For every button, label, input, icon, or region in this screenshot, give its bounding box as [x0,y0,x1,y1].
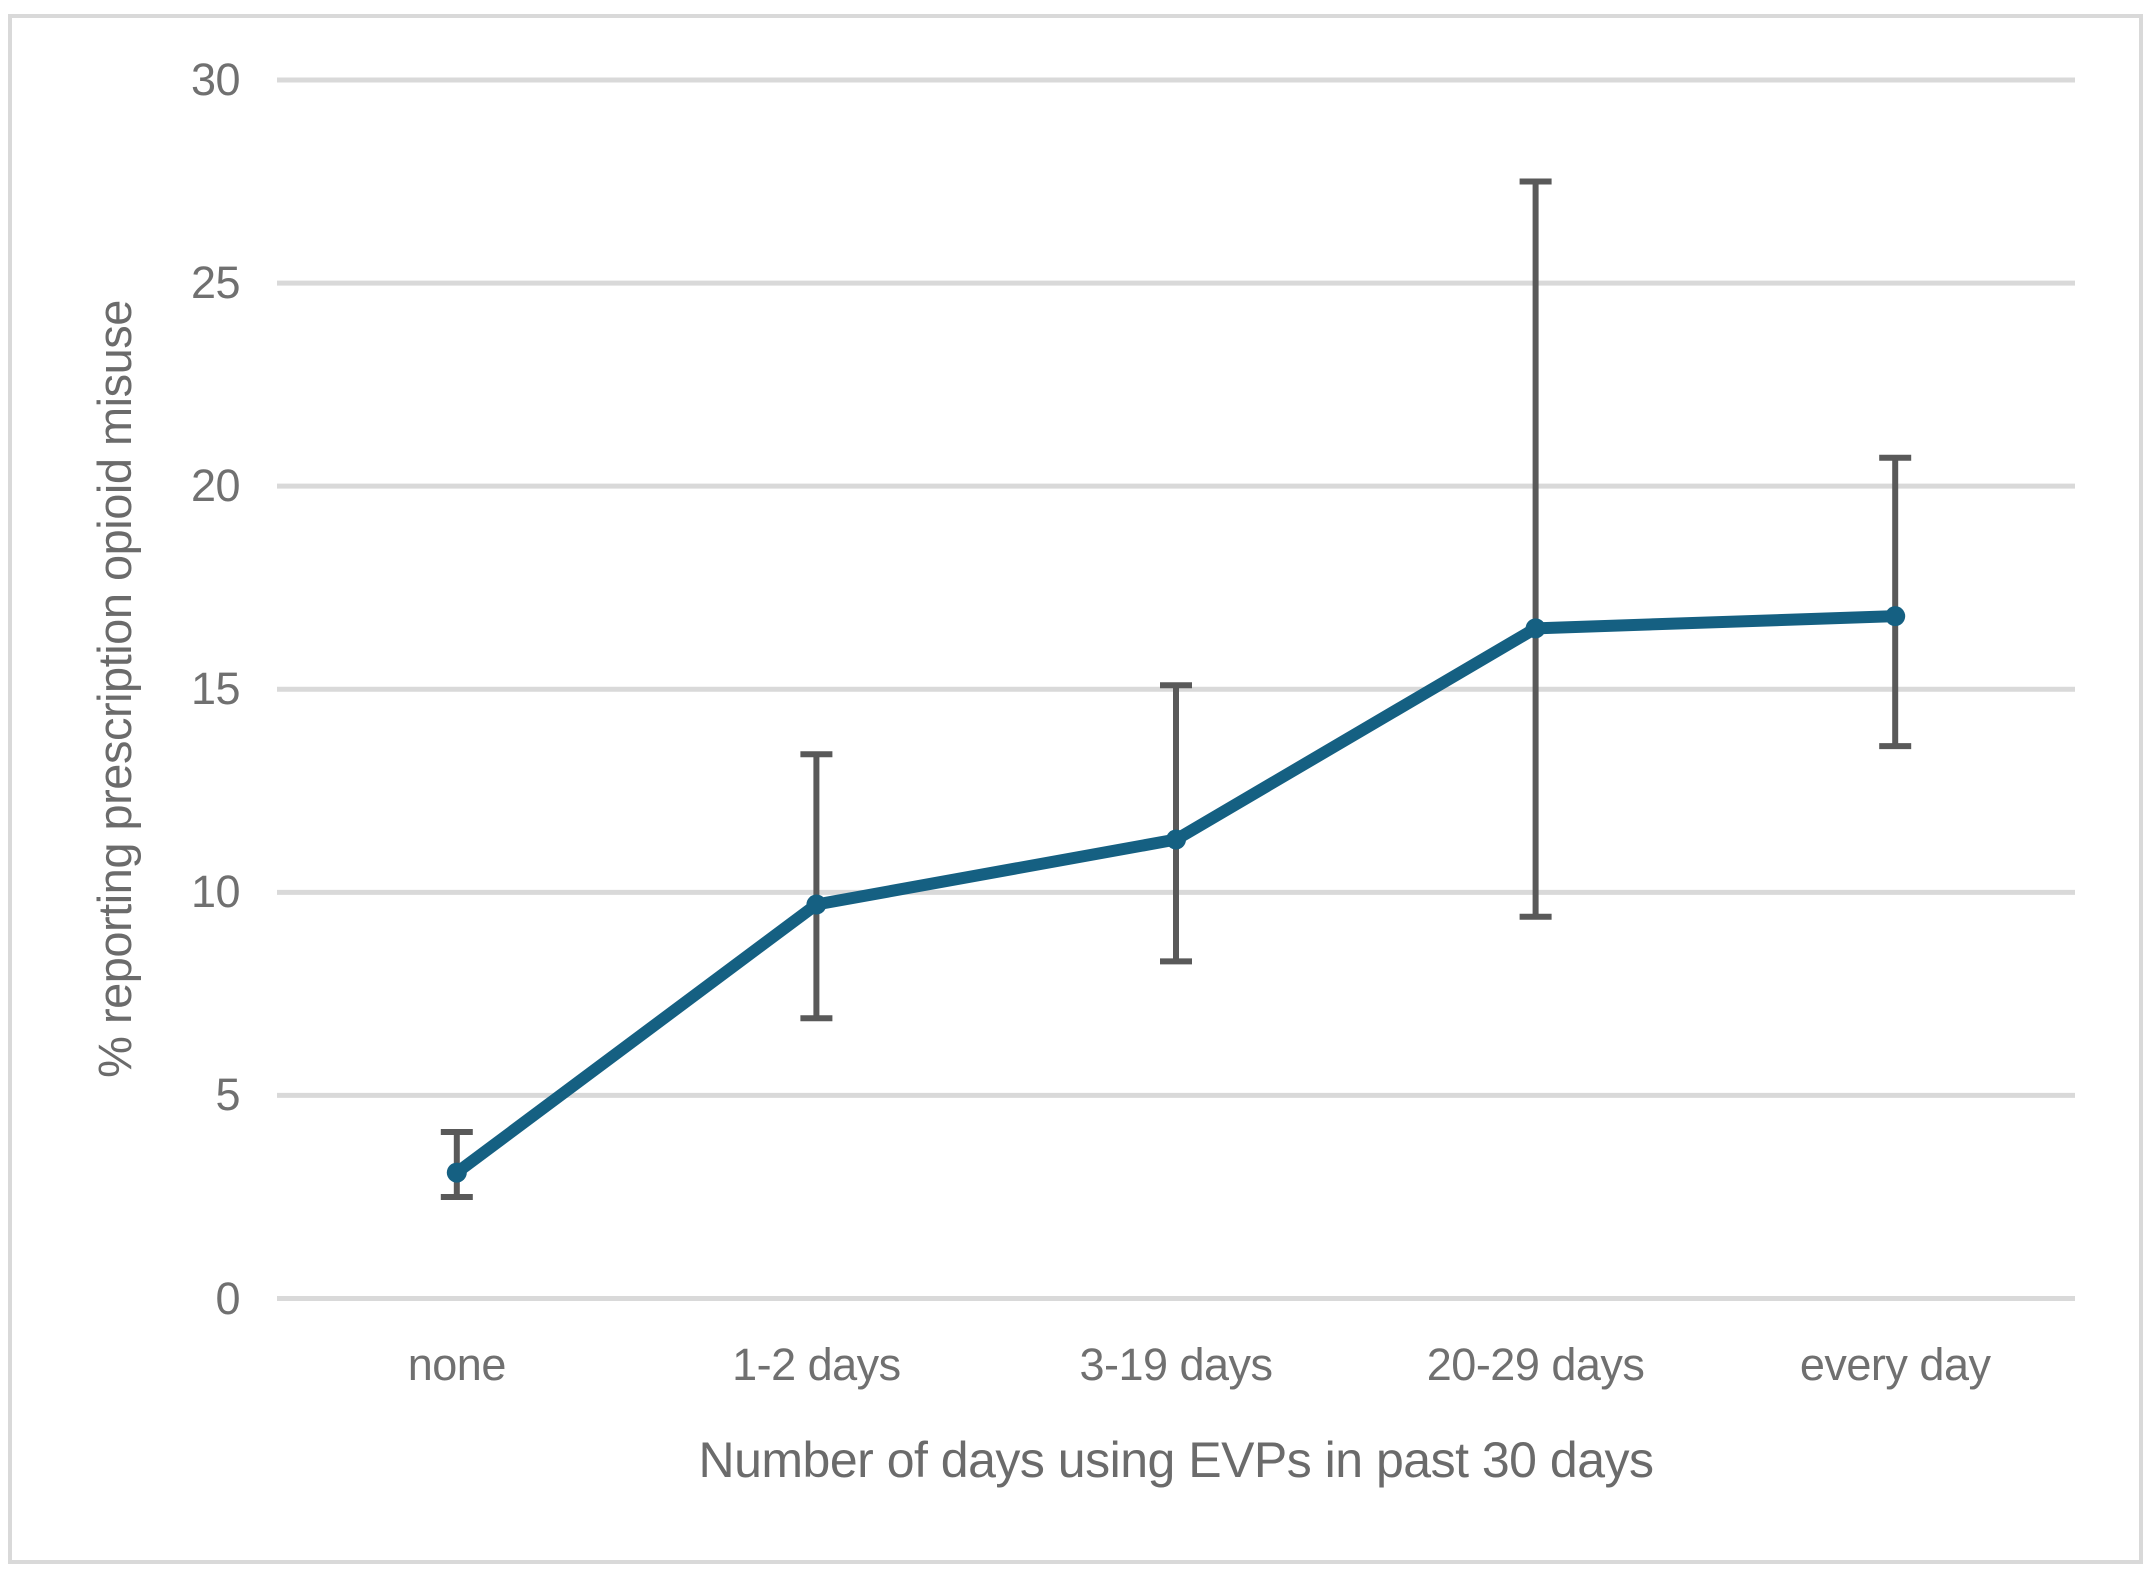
y-tick-label: 10 [190,866,241,918]
error-bar [1160,682,1192,965]
y-tick-label: 30 [190,54,241,105]
data-point-marker [446,1162,467,1183]
y-tick-label: 5 [215,1069,240,1121]
x-tick-label: 1-2 days [732,1339,901,1390]
data-point-marker [1885,606,1906,627]
error-bar [800,751,833,1022]
x-tick-label: 3-19 days [1079,1339,1273,1390]
data-point-marker [806,894,827,915]
y-tick-label: 25 [190,257,241,309]
y-axis-title: % reporting prescription opioid misuse [88,300,141,1078]
y-tick-label: 15 [190,663,241,715]
x-tick-label: 20-29 days [1426,1339,1645,1390]
x-tick-label: none [407,1339,507,1390]
y-tick-label: 20 [190,460,241,512]
data-point-marker [1525,618,1546,639]
x-tick-label: every day [1799,1339,1991,1390]
x-axis-title: Number of days using EVPs in past 30 day… [698,1432,1654,1488]
y-tick-label: 0 [215,1272,240,1324]
error-bar [1519,178,1552,920]
chart-border [8,14,2143,1564]
data-point-marker [1166,829,1186,850]
error-bar [1879,454,1912,750]
